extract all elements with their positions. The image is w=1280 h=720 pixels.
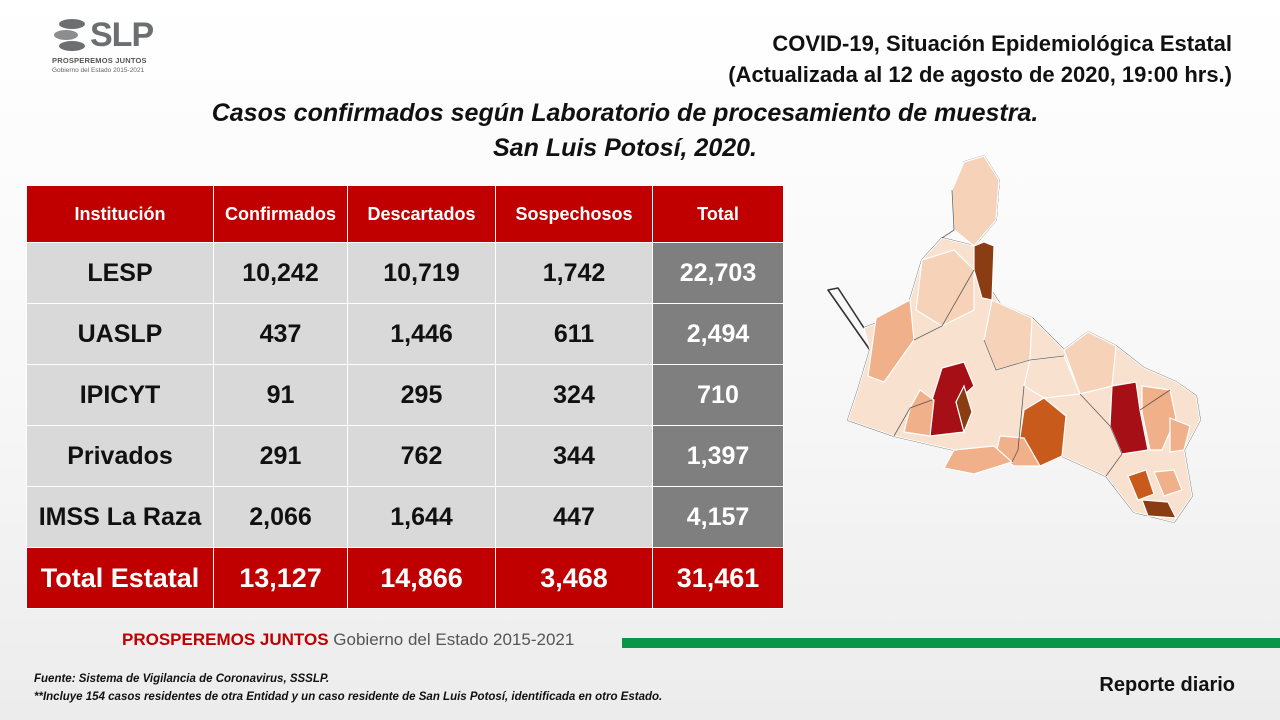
header-total: Total xyxy=(652,185,784,243)
cell-sospechosos: 344 xyxy=(495,425,653,487)
total-sospechosos: 3,468 xyxy=(495,547,653,609)
table-row: IMSS La Raza 2,066 1,644 447 4,157 xyxy=(26,486,784,548)
cell-sospechosos: 324 xyxy=(495,364,653,426)
slp-logo-icon xyxy=(54,19,85,51)
cell-total: 4,157 xyxy=(652,486,784,548)
cell-institution: IPICYT xyxy=(26,364,214,426)
cell-institution: IMSS La Raza xyxy=(26,486,214,548)
map-region-west-light xyxy=(903,389,935,437)
map-region-southwest xyxy=(943,445,1014,475)
cell-total: 22,703 xyxy=(652,242,784,304)
total-descartados: 14,866 xyxy=(347,547,496,609)
total-total: 31,461 xyxy=(652,547,784,609)
cell-confirmados: 437 xyxy=(213,303,348,365)
map-region-south xyxy=(1127,469,1155,501)
cell-total: 1,397 xyxy=(652,425,784,487)
cell-sospechosos: 611 xyxy=(495,303,653,365)
page-title-line1: COVID-19, Situación Epidemiológica Estat… xyxy=(772,31,1232,56)
map-region-center-west xyxy=(915,249,975,327)
cases-table: Institución Confirmados Descartados Sosp… xyxy=(26,185,784,609)
map-region-west-dark xyxy=(955,384,973,434)
logo-text: SLP xyxy=(90,16,154,54)
slp-logo: SLP PROSPEREMOS JUNTOS Gobierno del Esta… xyxy=(52,16,172,82)
cell-total: 710 xyxy=(652,364,784,426)
header-sospechosos: Sospechosos xyxy=(495,185,653,243)
subtitle-line1: Casos confirmados según Laboratorio de p… xyxy=(211,99,1039,127)
page-title: COVID-19, Situación Epidemiológica Estat… xyxy=(728,28,1232,90)
subtitle-line2: San Luis Potosí, 2020. xyxy=(493,134,757,162)
cell-confirmados: 291 xyxy=(213,425,348,487)
cell-descartados: 10,719 xyxy=(347,242,496,304)
cell-sospechosos: 447 xyxy=(495,486,653,548)
cases-note: **Incluye 154 casos residentes de otra E… xyxy=(34,691,663,703)
total-confirmados: 13,127 xyxy=(213,547,348,609)
table-row: Privados 291 762 344 1,397 xyxy=(26,425,784,487)
table-row: IPICYT 91 295 324 710 xyxy=(26,364,784,426)
footer-branding: PROSPEREMOS JUNTOS Gobierno del Estado 2… xyxy=(122,628,1280,656)
footer-green-bar xyxy=(622,638,1280,648)
header-descartados: Descartados xyxy=(347,185,496,243)
footer-brand-bold: PROSPEREMOS JUNTOS xyxy=(122,630,329,649)
footer-brand-rest: Gobierno del Estado 2015-2021 xyxy=(328,630,575,649)
state-map xyxy=(827,155,1201,523)
cell-descartados: 1,644 xyxy=(347,486,496,548)
cell-sospechosos: 1,742 xyxy=(495,242,653,304)
table-row: UASLP 437 1,446 611 2,494 xyxy=(26,303,784,365)
cell-institution: Privados xyxy=(26,425,214,487)
logo-tagline: PROSPEREMOS JUNTOS xyxy=(52,56,147,65)
logo-government: Gobierno del Estado 2015-2021 xyxy=(52,67,145,74)
map-region-east-light xyxy=(1169,417,1191,453)
map-region-southeast xyxy=(1153,469,1183,497)
total-label: Total Estatal xyxy=(26,547,214,609)
cell-confirmados: 10,242 xyxy=(213,242,348,304)
cell-institution: LESP xyxy=(26,242,214,304)
cell-confirmados: 91 xyxy=(213,364,348,426)
source-note: Fuente: Sistema de Vigilancia de Coronav… xyxy=(34,673,330,685)
report-label: Reporte diario xyxy=(1099,674,1235,696)
cell-total: 2,494 xyxy=(652,303,784,365)
map-region-south-dark xyxy=(1141,499,1178,519)
table-header-row: Institución Confirmados Descartados Sosp… xyxy=(26,185,784,243)
footer-brand: PROSPEREMOS JUNTOS Gobierno del Estado 2… xyxy=(122,630,574,650)
footnotes: Fuente: Sistema de Vigilancia de Coronav… xyxy=(34,670,662,706)
page-title-line2: (Actualizada al 12 de agosto de 2020, 19… xyxy=(728,62,1232,87)
table-row: LESP 10,242 10,719 1,742 22,703 xyxy=(26,242,784,304)
cell-descartados: 295 xyxy=(347,364,496,426)
map-region-west xyxy=(867,299,915,383)
header-confirmados: Confirmados xyxy=(213,185,348,243)
cell-descartados: 762 xyxy=(347,425,496,487)
map-region-north xyxy=(951,155,1000,247)
header-institucion: Institución xyxy=(26,185,214,243)
page-subtitle: Casos confirmados según Laboratorio de p… xyxy=(120,96,1130,166)
map-region-center-north xyxy=(983,299,1033,371)
cell-institution: UASLP xyxy=(26,303,214,365)
table-total-row: Total Estatal 13,127 14,866 3,468 31,461 xyxy=(26,547,784,609)
cell-descartados: 1,446 xyxy=(347,303,496,365)
cell-confirmados: 2,066 xyxy=(213,486,348,548)
